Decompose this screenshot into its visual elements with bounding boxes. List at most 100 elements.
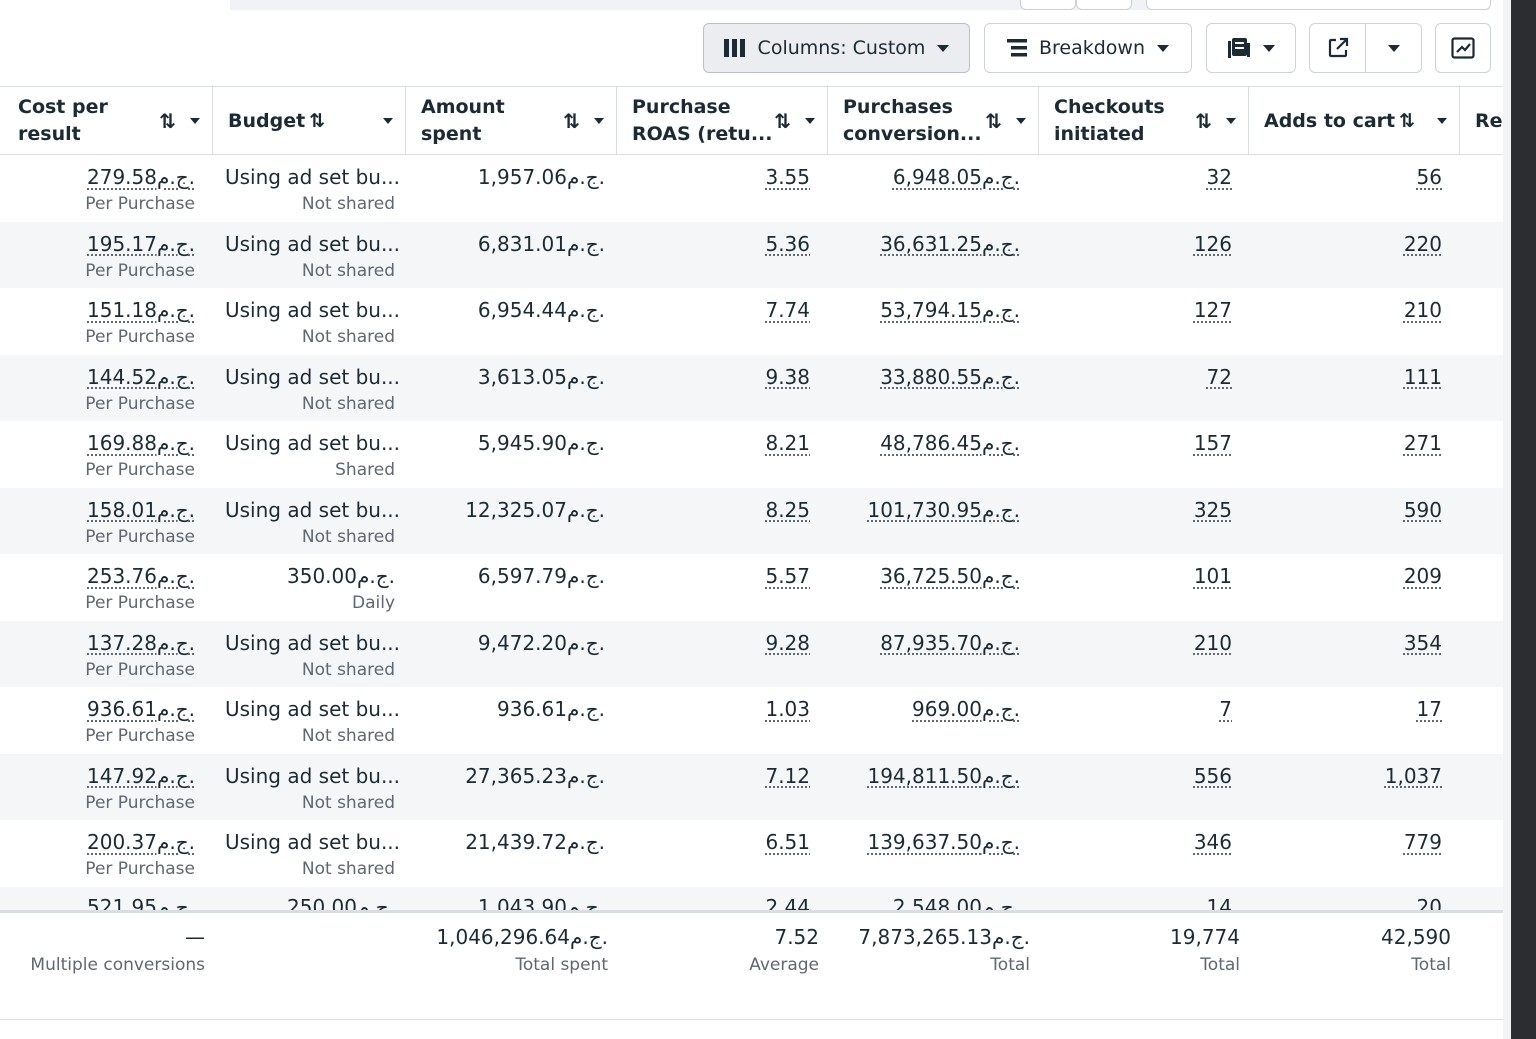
cost-per-result-value[interactable]: 144.52ج.م. bbox=[87, 364, 195, 389]
chevron-down-icon[interactable] bbox=[1226, 118, 1236, 124]
column-header-cost-per-result[interactable]: Cost per result ⇅ bbox=[0, 87, 213, 155]
cost-per-result-value[interactable]: 147.92ج.م. bbox=[87, 763, 195, 788]
adds-to-cart-value[interactable]: 17 bbox=[1416, 697, 1442, 721]
cost-per-result-value[interactable]: 253.76ج.م. bbox=[87, 564, 195, 588]
sort-icon[interactable]: ⇅ bbox=[563, 109, 580, 133]
checkouts-initiated-value[interactable]: 101 bbox=[1193, 564, 1232, 588]
table-row[interactable]: 200.37ج.م. Per Purchase Using ad set bu...… bbox=[0, 820, 1503, 887]
purchases-conversion-value[interactable]: 87,935.70ج.م. bbox=[880, 630, 1020, 655]
columns-button[interactable]: Columns: Custom bbox=[703, 23, 970, 73]
purchases-conversion-value[interactable]: 6,948.05ج.م. bbox=[892, 165, 1020, 189]
purchases-conversion-value[interactable]: 2,548.00ج.م. bbox=[892, 895, 1020, 910]
checkouts-initiated-value[interactable]: 32 bbox=[1206, 165, 1232, 189]
checkouts-initiated-value[interactable]: 325 bbox=[1193, 497, 1232, 522]
export-dropdown-button[interactable] bbox=[1365, 23, 1422, 73]
purchases-conversion-value[interactable]: 194,811.50ج.م. bbox=[867, 763, 1020, 788]
chevron-down-icon[interactable] bbox=[805, 118, 815, 124]
purchase-roas-value[interactable]: 8.25 bbox=[765, 497, 810, 522]
purchase-roas-value[interactable]: 7.12 bbox=[765, 763, 810, 788]
column-header-amount-spent[interactable]: Amount spent ⇅ bbox=[406, 87, 617, 155]
column-header-purchase-roas[interactable]: Purchase ROAS (retu... ⇅ bbox=[617, 87, 828, 155]
adds-to-cart-value[interactable]: 354 bbox=[1403, 630, 1442, 655]
purchases-conversion-value[interactable]: 53,794.15ج.م. bbox=[880, 298, 1020, 322]
checkouts-initiated-value[interactable]: 127 bbox=[1193, 298, 1232, 322]
adds-to-cart-value[interactable]: 220 bbox=[1403, 231, 1442, 256]
chevron-down-icon[interactable] bbox=[383, 118, 393, 124]
cost-per-result-value[interactable]: 936.61ج.م. bbox=[87, 697, 195, 721]
table-row[interactable]: 169.88ج.م. Per Purchase Using ad set bu...… bbox=[0, 421, 1503, 488]
column-header-checkouts-initiated[interactable]: Checkouts initiated ⇅ bbox=[1039, 87, 1249, 155]
table-row[interactable]: 158.01ج.م. Per Purchase Using ad set bu...… bbox=[0, 487, 1503, 554]
chevron-down-icon[interactable] bbox=[1016, 118, 1026, 124]
adds-to-cart-value[interactable]: 271 bbox=[1403, 431, 1442, 455]
checkouts-initiated-value[interactable]: 72 bbox=[1206, 364, 1232, 389]
export-button[interactable] bbox=[1309, 23, 1366, 73]
adds-to-cart-value[interactable]: 210 bbox=[1403, 298, 1442, 322]
table-row[interactable]: 151.18ج.م. Per Purchase Using ad set bu...… bbox=[0, 288, 1503, 355]
checkouts-initiated-value[interactable]: 556 bbox=[1193, 763, 1232, 788]
column-header-adds-to-cart[interactable]: Adds to cart ⇅ bbox=[1249, 87, 1460, 155]
top-control-remnant[interactable] bbox=[1020, 0, 1076, 10]
purchase-roas-value[interactable]: 9.28 bbox=[765, 630, 810, 655]
checkouts-initiated-value[interactable]: 346 bbox=[1193, 830, 1232, 854]
purchase-roas-value[interactable]: 3.55 bbox=[765, 165, 810, 189]
adds-to-cart-value[interactable]: 56 bbox=[1416, 165, 1442, 189]
purchase-roas-value[interactable]: 5.57 bbox=[765, 564, 810, 588]
purchase-roas-value[interactable]: 7.74 bbox=[765, 298, 810, 322]
table-row[interactable]: 279.58ج.م. Per Purchase Using ad set bu...… bbox=[0, 155, 1503, 222]
top-control-remnant[interactable] bbox=[1076, 0, 1132, 10]
cost-per-result-value[interactable]: 200.37ج.م. bbox=[87, 830, 195, 854]
purchase-roas-value[interactable]: 9.38 bbox=[765, 364, 810, 389]
adds-to-cart-value[interactable]: 779 bbox=[1403, 830, 1442, 854]
table-row[interactable]: 144.52ج.م. Per Purchase Using ad set bu...… bbox=[0, 354, 1503, 421]
table-row[interactable]: 195.17ج.م. Per Purchase Using ad set bu...… bbox=[0, 221, 1503, 288]
breakdown-button[interactable]: Breakdown bbox=[984, 23, 1192, 73]
adds-to-cart-value[interactable]: 1,037 bbox=[1384, 763, 1442, 788]
purchases-conversion-value[interactable]: 33,880.55ج.م. bbox=[880, 364, 1020, 389]
checkouts-initiated-value[interactable]: 7 bbox=[1219, 697, 1232, 721]
top-search-remnant[interactable] bbox=[1146, 0, 1491, 10]
sort-icon[interactable]: ⇅ bbox=[309, 109, 326, 132]
cost-per-result-value[interactable]: 279.58ج.م. bbox=[87, 165, 195, 189]
purchase-roas-value[interactable]: 2.44 bbox=[765, 895, 810, 910]
charts-button[interactable] bbox=[1435, 23, 1491, 73]
adds-to-cart-value[interactable]: 590 bbox=[1403, 497, 1442, 522]
reports-button[interactable] bbox=[1206, 23, 1296, 73]
checkouts-initiated-value[interactable]: 210 bbox=[1193, 630, 1232, 655]
purchases-conversion-value[interactable]: 101,730.95ج.م. bbox=[867, 497, 1020, 522]
chevron-down-icon[interactable] bbox=[594, 118, 604, 124]
checkouts-initiated-value[interactable]: 14 bbox=[1206, 895, 1232, 910]
cost-per-result-value[interactable]: 158.01ج.م. bbox=[87, 497, 195, 522]
adds-to-cart-value[interactable]: 209 bbox=[1403, 564, 1442, 588]
chevron-down-icon[interactable] bbox=[190, 118, 200, 124]
purchase-roas-value[interactable]: 6.51 bbox=[765, 830, 810, 854]
table-row-partial[interactable]: 521.95ج.م. 250.00ج.م. 1,043.90ج.م. 2.44 … bbox=[0, 887, 1503, 910]
checkouts-initiated-value[interactable]: 126 bbox=[1193, 231, 1232, 256]
sort-icon[interactable]: ⇅ bbox=[774, 109, 791, 133]
cost-per-result-value[interactable]: 521.95ج.م. bbox=[87, 895, 195, 910]
sort-icon[interactable]: ⇅ bbox=[159, 109, 176, 133]
purchase-roas-value[interactable]: 1.03 bbox=[765, 697, 810, 721]
purchase-roas-value[interactable]: 5.36 bbox=[765, 231, 810, 256]
adds-to-cart-value[interactable]: 111 bbox=[1403, 364, 1442, 389]
chevron-down-icon[interactable] bbox=[1437, 118, 1447, 124]
purchases-conversion-value[interactable]: 139,637.50ج.م. bbox=[867, 830, 1020, 854]
sort-icon[interactable]: ⇅ bbox=[985, 109, 1002, 133]
checkouts-initiated-value[interactable]: 157 bbox=[1193, 431, 1232, 455]
table-row[interactable]: 147.92ج.م. Per Purchase Using ad set bu...… bbox=[0, 753, 1503, 820]
purchases-conversion-value[interactable]: 48,786.45ج.م. bbox=[880, 431, 1020, 455]
table-row[interactable]: 137.28ج.م. Per Purchase Using ad set bu...… bbox=[0, 620, 1503, 687]
column-header-purchases-conversion[interactable]: Purchases conversion... ⇅ bbox=[828, 87, 1039, 155]
cost-per-result-value[interactable]: 195.17ج.م. bbox=[87, 231, 195, 256]
sort-icon[interactable]: ⇅ bbox=[1195, 109, 1212, 133]
table-row[interactable]: 936.61ج.م. Per Purchase Using ad set bu...… bbox=[0, 687, 1503, 754]
adds-to-cart-value[interactable]: 20 bbox=[1416, 895, 1442, 910]
cost-per-result-value[interactable]: 137.28ج.م. bbox=[87, 630, 195, 655]
sort-icon[interactable]: ⇅ bbox=[1399, 109, 1416, 132]
column-header-budget[interactable]: Budget ⇅ bbox=[213, 87, 406, 155]
cost-per-result-value[interactable]: 151.18ج.م. bbox=[87, 298, 195, 322]
purchase-roas-value[interactable]: 8.21 bbox=[765, 431, 810, 455]
purchases-conversion-value[interactable]: 969.00ج.م. bbox=[912, 697, 1020, 721]
table-row[interactable]: 253.76ج.م. Per Purchase 350.00ج.م. Daily 6,5… bbox=[0, 554, 1503, 621]
cost-per-result-value[interactable]: 169.88ج.م. bbox=[87, 431, 195, 455]
